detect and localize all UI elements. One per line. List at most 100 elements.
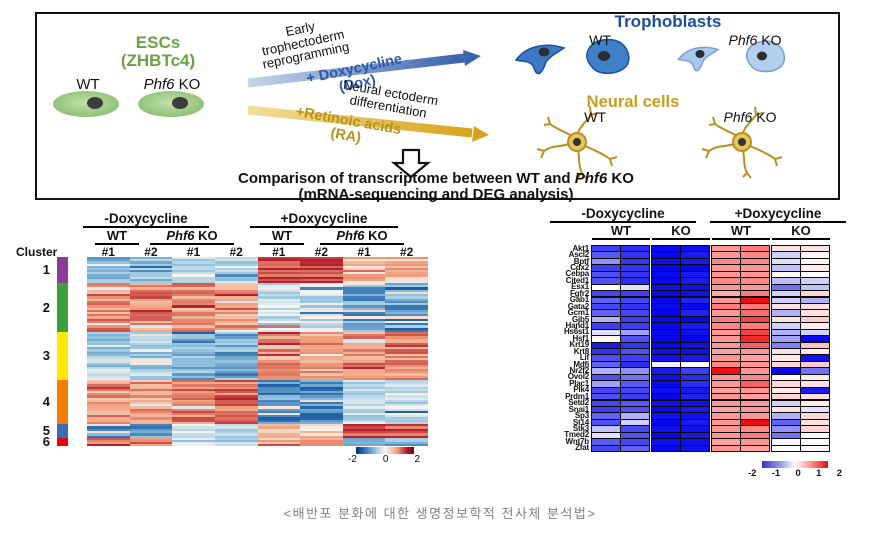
left-heatmap-stripe (214, 305, 259, 308)
left-heatmap-stripe (257, 426, 301, 430)
column-id-label: #1 (272, 245, 286, 259)
left-heatmap-stripe (300, 375, 344, 379)
left-heatmap-stripe (257, 371, 301, 374)
left-heatmap-stripe (87, 300, 131, 304)
left-heatmap-stripe (214, 332, 259, 335)
left-heatmap-stripe (385, 391, 428, 394)
left-heatmap-stripe (214, 382, 259, 385)
left-heatmap-stripe (172, 287, 216, 291)
left-heatmap-stripe (300, 386, 344, 390)
left-heatmap-stripe (300, 419, 344, 423)
left-heatmap-stripe (172, 408, 216, 412)
left-heatmap-stripe (129, 309, 173, 313)
left-heatmap-stripe (342, 278, 386, 282)
left-heatmap-stripe (300, 265, 344, 269)
left-heatmap-stripe (214, 267, 259, 271)
left-heatmap-stripe (87, 318, 131, 322)
left-heatmap-stripe (87, 325, 131, 328)
left-heatmap-stripe (385, 377, 428, 381)
left-heatmap-stripe (172, 426, 216, 430)
left-heatmap-stripe (129, 289, 173, 293)
left-heatmap-stripe (129, 388, 173, 392)
left-heatmap-stripe (257, 289, 301, 293)
left-heatmap-stripe (87, 314, 131, 317)
left-heatmap-stripe (172, 384, 216, 387)
gene-label: Cited1 (565, 275, 589, 285)
ko-suffix: KO (757, 32, 782, 48)
left-heatmap-stripe (172, 399, 216, 403)
left-heatmap-stripe (87, 369, 131, 372)
left-heatmap-stripe (257, 438, 301, 441)
left-heatmap-stripe (300, 353, 344, 357)
left-heatmap-stripe (342, 263, 386, 267)
ko-suffix: KO (194, 228, 218, 243)
cluster-axis-label: Cluster (16, 245, 58, 259)
left-heatmap-stripe (129, 263, 173, 267)
trophoblast-wt-label: WT (589, 32, 611, 48)
left-heatmap-stripe (257, 276, 301, 280)
left-heatmap-stripe (385, 384, 428, 387)
left-heatmap-stripe (257, 353, 301, 357)
left-heatmap-stripe (342, 327, 386, 331)
left-heatmap-stripe (172, 382, 216, 385)
left-heatmap-group-minus-dox: -Doxycycline (83, 211, 209, 228)
left-heatmap-stripe (129, 327, 173, 331)
gene-label-column: Akt1 Ascl2 Bptf Cdx2 Cebpa Cited1 Esx1 Fgfr2 Gab… (505, 244, 590, 453)
left-heatmap-stripe (300, 259, 344, 262)
left-heatmap-stripe (257, 419, 301, 423)
left-heatmap-stripe (87, 336, 131, 339)
left-heatmap-stripe (257, 380, 301, 383)
right-heatmap-cell (711, 444, 741, 452)
left-heatmap-stripe (385, 395, 428, 398)
left-heatmap-stripe (172, 318, 216, 322)
left-heatmap-stripe (214, 410, 259, 414)
left-heatmap-stripe (214, 280, 259, 284)
left-heatmap-stripe (300, 433, 344, 437)
left-heatmap-stripe (342, 438, 386, 441)
left-heatmap-stripe (342, 294, 386, 297)
left-heatmap-stripe (342, 419, 386, 423)
left-heatmap-stripe (257, 417, 301, 420)
gene-label: Ovol2 (567, 372, 589, 382)
left-heatmap-stripe (87, 257, 131, 260)
left-heatmap-stripe (129, 265, 173, 269)
left-heatmap-stripe (87, 342, 131, 346)
left-heatmap-stripe (385, 261, 428, 264)
left-heatmap-stripe (300, 408, 344, 412)
left-heatmap-stripe (342, 265, 386, 269)
left-heatmap-stripe (257, 270, 301, 273)
left-heatmap-stripe (87, 362, 131, 366)
gene-label: Cebpa (565, 269, 590, 279)
left-heatmap-body (87, 257, 428, 446)
left-heatmap-stripe (214, 309, 259, 313)
left-heatmap-stripe (300, 336, 344, 339)
left-heatmap-stripe (342, 267, 386, 271)
left-heatmap-stripe (385, 380, 428, 383)
left-heatmap-stripe (214, 408, 259, 412)
left-heatmap-stripe (300, 309, 344, 313)
left-heatmap-stripe (214, 316, 259, 320)
left-heatmap-stripe (129, 360, 173, 363)
left-heatmap-stripe (300, 316, 344, 320)
left-heatmap-stripe (300, 371, 344, 374)
left-heatmap-stripe (257, 362, 301, 366)
left-heatmap-stripe (129, 419, 173, 423)
left-heatmap-stripe (172, 291, 216, 295)
left-heatmap-stripe (87, 294, 131, 297)
left-heatmap-stripe (385, 338, 428, 342)
left-heatmap-stripe (214, 442, 259, 445)
left-heatmap-stripe (87, 428, 131, 432)
left-heatmap-stripe (342, 345, 386, 348)
left-heatmap-stripe (300, 323, 344, 326)
left-heatmap-stripe (129, 314, 173, 317)
left-heatmap-stripe (257, 395, 301, 398)
left-heatmap-stripe (214, 440, 259, 443)
cluster-number: 5 (42, 423, 50, 438)
left-heatmap-stripe (172, 442, 216, 445)
left-heatmap-stripe (342, 320, 386, 324)
left-heatmap-stripe (257, 402, 301, 405)
left-heatmap-stripe (214, 276, 259, 280)
left-heatmap-stripe (385, 382, 428, 385)
left-heatmap-stripe (342, 395, 386, 398)
left-heatmap-stripe (172, 356, 216, 359)
